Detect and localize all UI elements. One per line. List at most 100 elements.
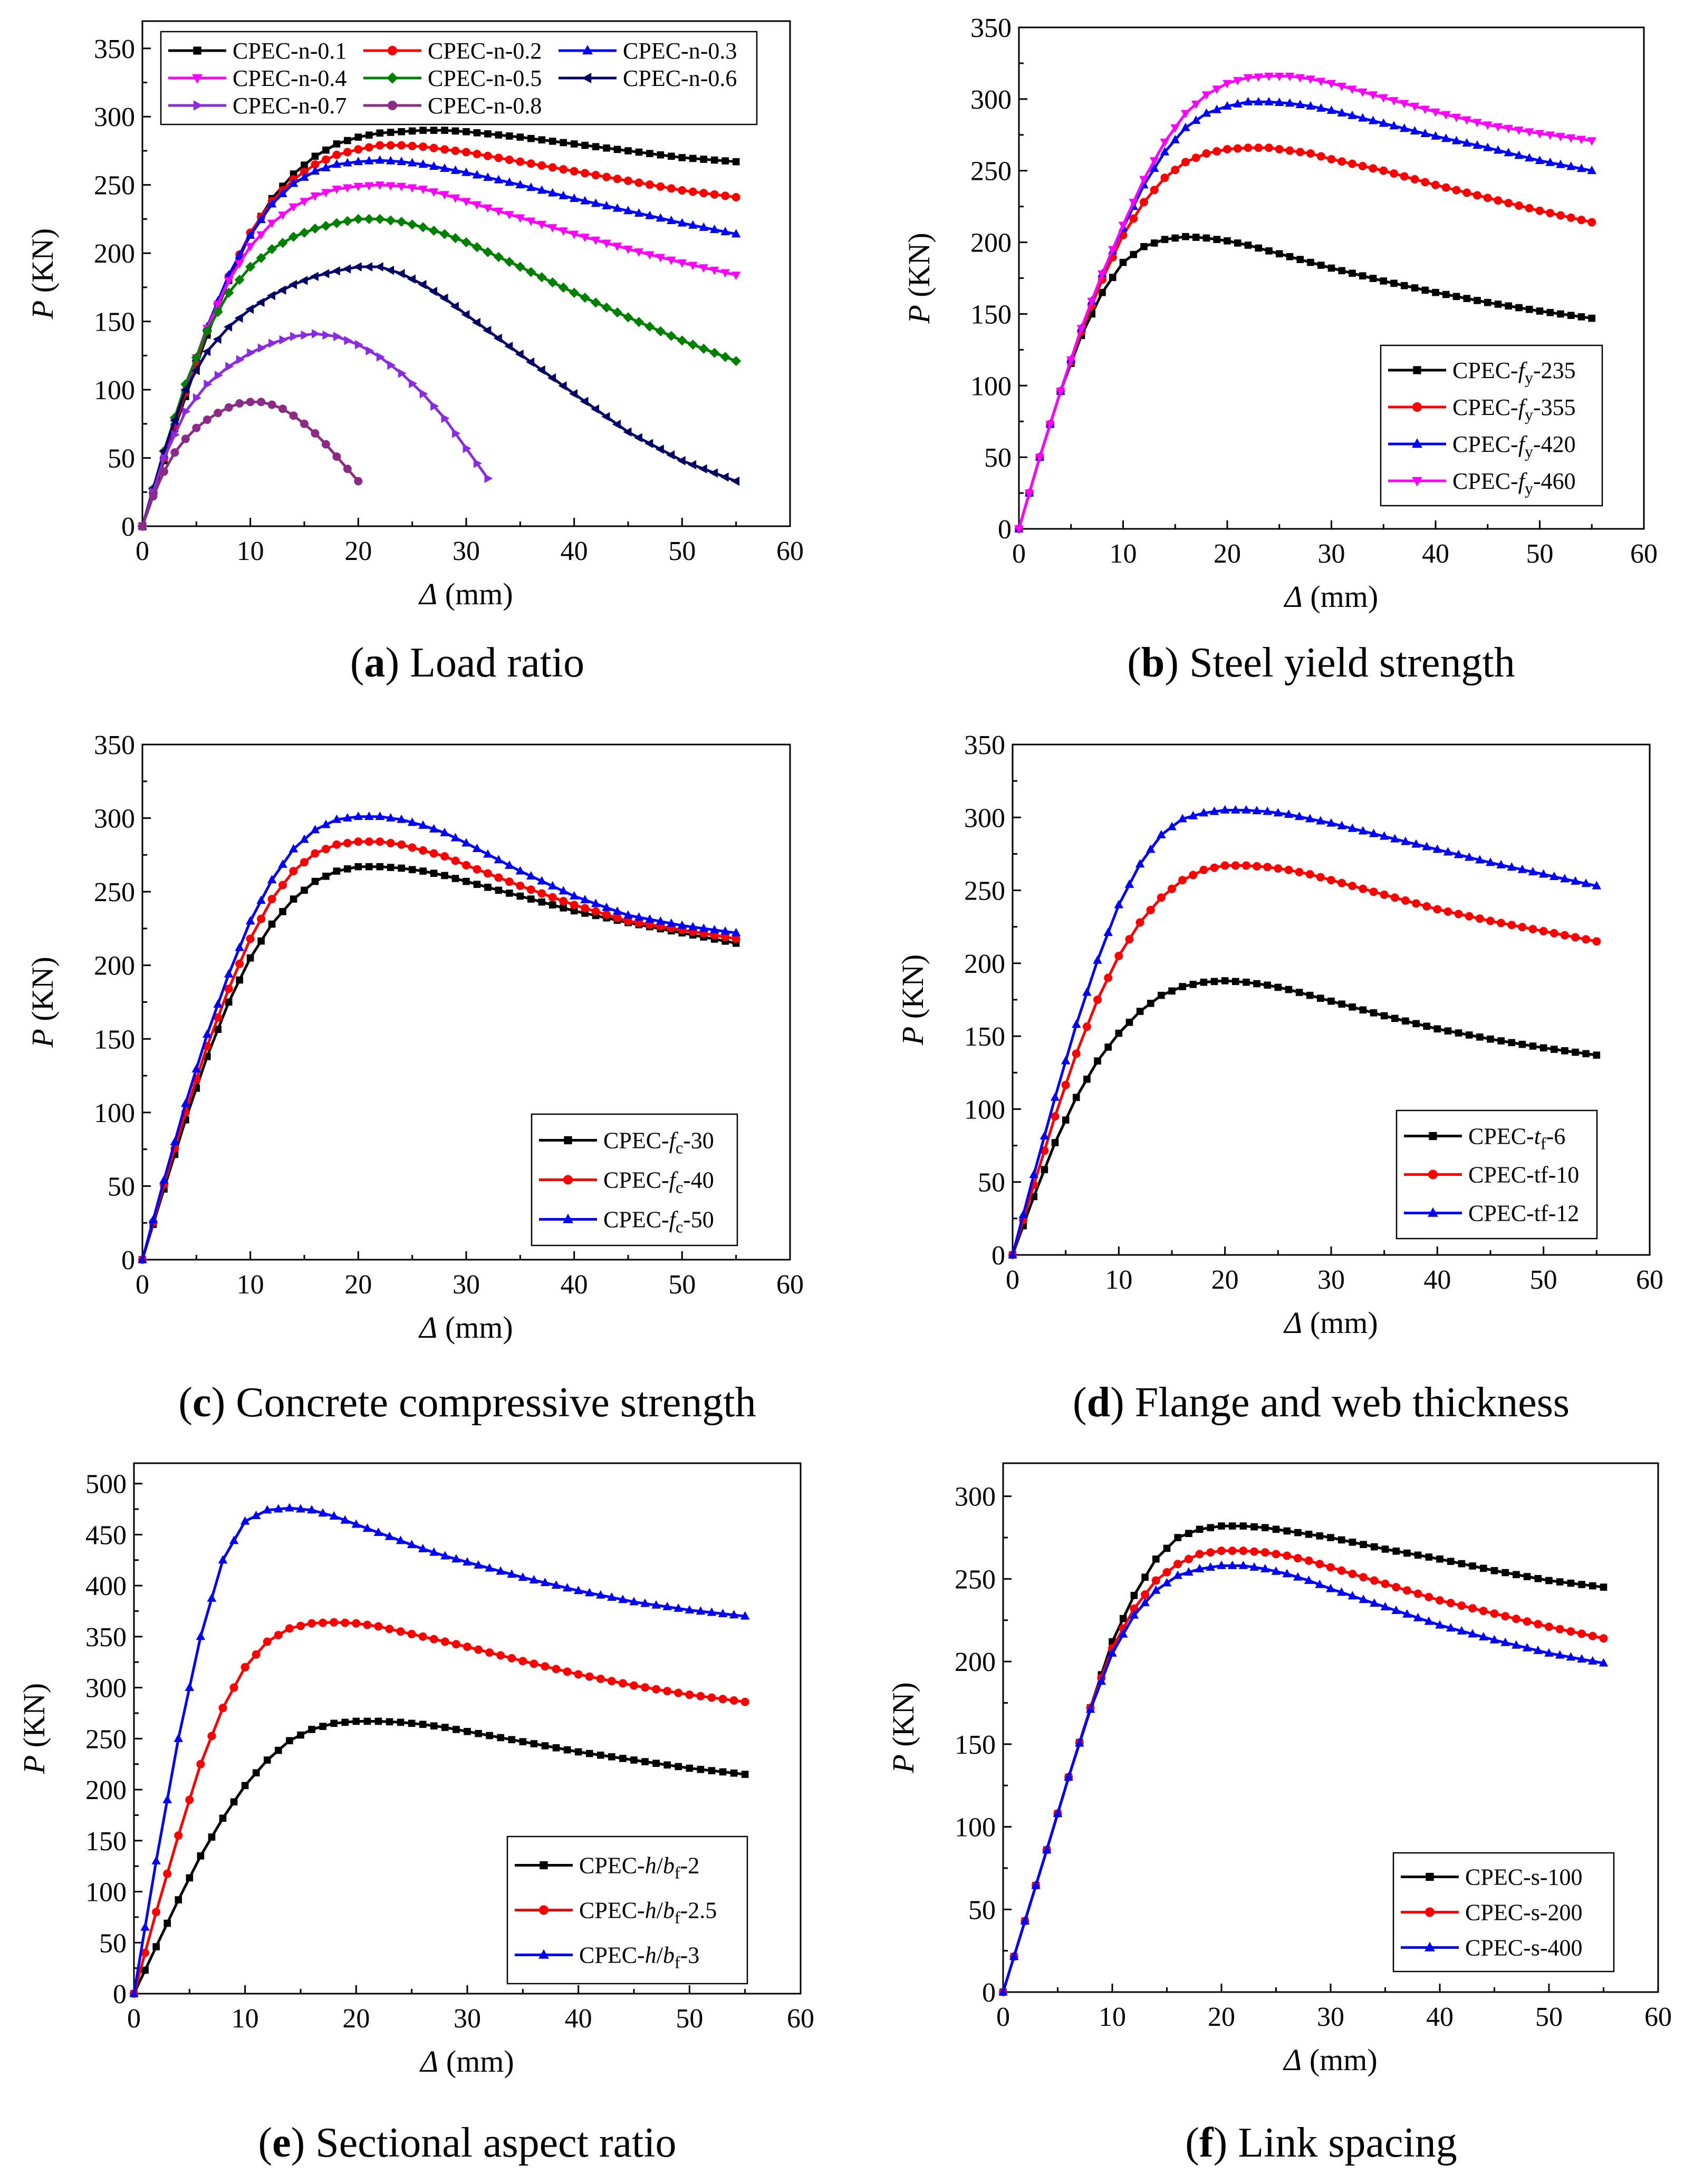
data-point [494,873,503,882]
data-point [1192,234,1200,241]
data-point [526,159,535,168]
data-point [1327,876,1335,885]
legend-label-suffix: -355 [1533,394,1576,420]
data-point [1348,882,1357,891]
data-point [1129,1610,1139,1619]
data-point [538,136,546,144]
data-point [429,1547,439,1556]
data-point [677,335,687,346]
data-point [1468,1629,1477,1638]
data-point [526,182,536,191]
legend-marker [582,45,593,55]
legend-label: CPEC-n-0.6 [623,65,737,91]
data-point [430,127,438,134]
data-point [1518,1040,1526,1048]
x-tick-label: 30 [453,536,480,566]
data-point [1549,871,1559,880]
data-point [1271,1566,1281,1575]
x-tick-label: 10 [1105,1265,1132,1295]
data-point [1576,136,1586,144]
data-point [365,346,374,356]
data-point [1476,1033,1484,1041]
legend-label-subscript: f [675,1863,680,1882]
data-point [740,1611,750,1620]
data-point [396,217,407,227]
data-point [1475,914,1484,923]
data-point [504,257,515,267]
data-point [1178,814,1187,823]
data-point [1262,1524,1269,1532]
data-point [1223,144,1231,153]
data-point [570,907,578,915]
data-point [1264,96,1274,105]
data-point [430,869,438,877]
data-point [484,883,492,891]
data-point [1452,293,1460,301]
data-point [1135,918,1144,927]
data-point [1140,198,1148,207]
data-point [288,178,299,187]
data-point [288,279,297,289]
data-point [202,346,211,356]
data-point [1475,855,1485,864]
data-point [1556,1578,1564,1586]
legend-label-prefix: CPEC- [1468,1124,1534,1149]
data-point [596,1674,605,1683]
data-point [1283,1551,1292,1560]
data-point [732,158,740,166]
data-point [1486,857,1495,866]
data-point [473,881,481,888]
data-point [300,172,309,181]
data-point [1162,1578,1172,1587]
data-point [1108,1648,1117,1657]
data-point [310,166,320,175]
data-point [1051,1139,1059,1146]
data-point [1053,1808,1063,1817]
data-point [397,182,406,191]
data-point [624,176,632,185]
legend-label-subscript: y [1525,405,1533,424]
data-point [667,918,676,927]
data-point [1589,1582,1596,1590]
data-point [363,1620,372,1629]
y-axis-label-symbol: P [25,301,60,320]
data-point [1421,178,1430,187]
y-axis-label: P (KN) [886,1682,920,1773]
data-point [516,133,524,141]
data-point [1359,1006,1367,1014]
data-point [1454,849,1464,858]
data-point [1480,1564,1487,1572]
data-point [333,867,341,875]
legend-label-prefix: CPEC- [579,1853,645,1879]
data-point [277,285,286,295]
data-point [1483,194,1492,202]
data-point [483,325,492,335]
data-point [1587,218,1596,227]
y-tick-label: 150 [970,299,1012,330]
data-point [537,161,546,170]
data-point [688,262,698,270]
caption-paren-close: ) [1110,1379,1124,1426]
data-point [709,468,718,478]
data-point [1253,980,1260,988]
x-tick-label: 0 [996,2002,1010,2032]
y-axis-label: P (KN) [896,954,930,1046]
panel-caption-e: (e) Sectional aspect ratio [258,2120,677,2166]
data-point [1157,893,1166,902]
legend-label-suffix: -460 [1533,468,1576,494]
data-point [1337,878,1346,887]
data-point [569,193,579,202]
data-point [332,452,341,461]
data-point [419,846,428,855]
data-point [387,864,394,871]
data-point [472,201,482,210]
legend-label-subscript: c [676,1178,683,1197]
data-point [386,839,395,848]
data-point [331,266,340,276]
data-point [1285,98,1295,107]
data-point [1588,1631,1597,1640]
data-point [1490,1567,1498,1574]
data-point [245,230,255,239]
data-point [182,407,191,417]
data-point [1181,110,1190,119]
